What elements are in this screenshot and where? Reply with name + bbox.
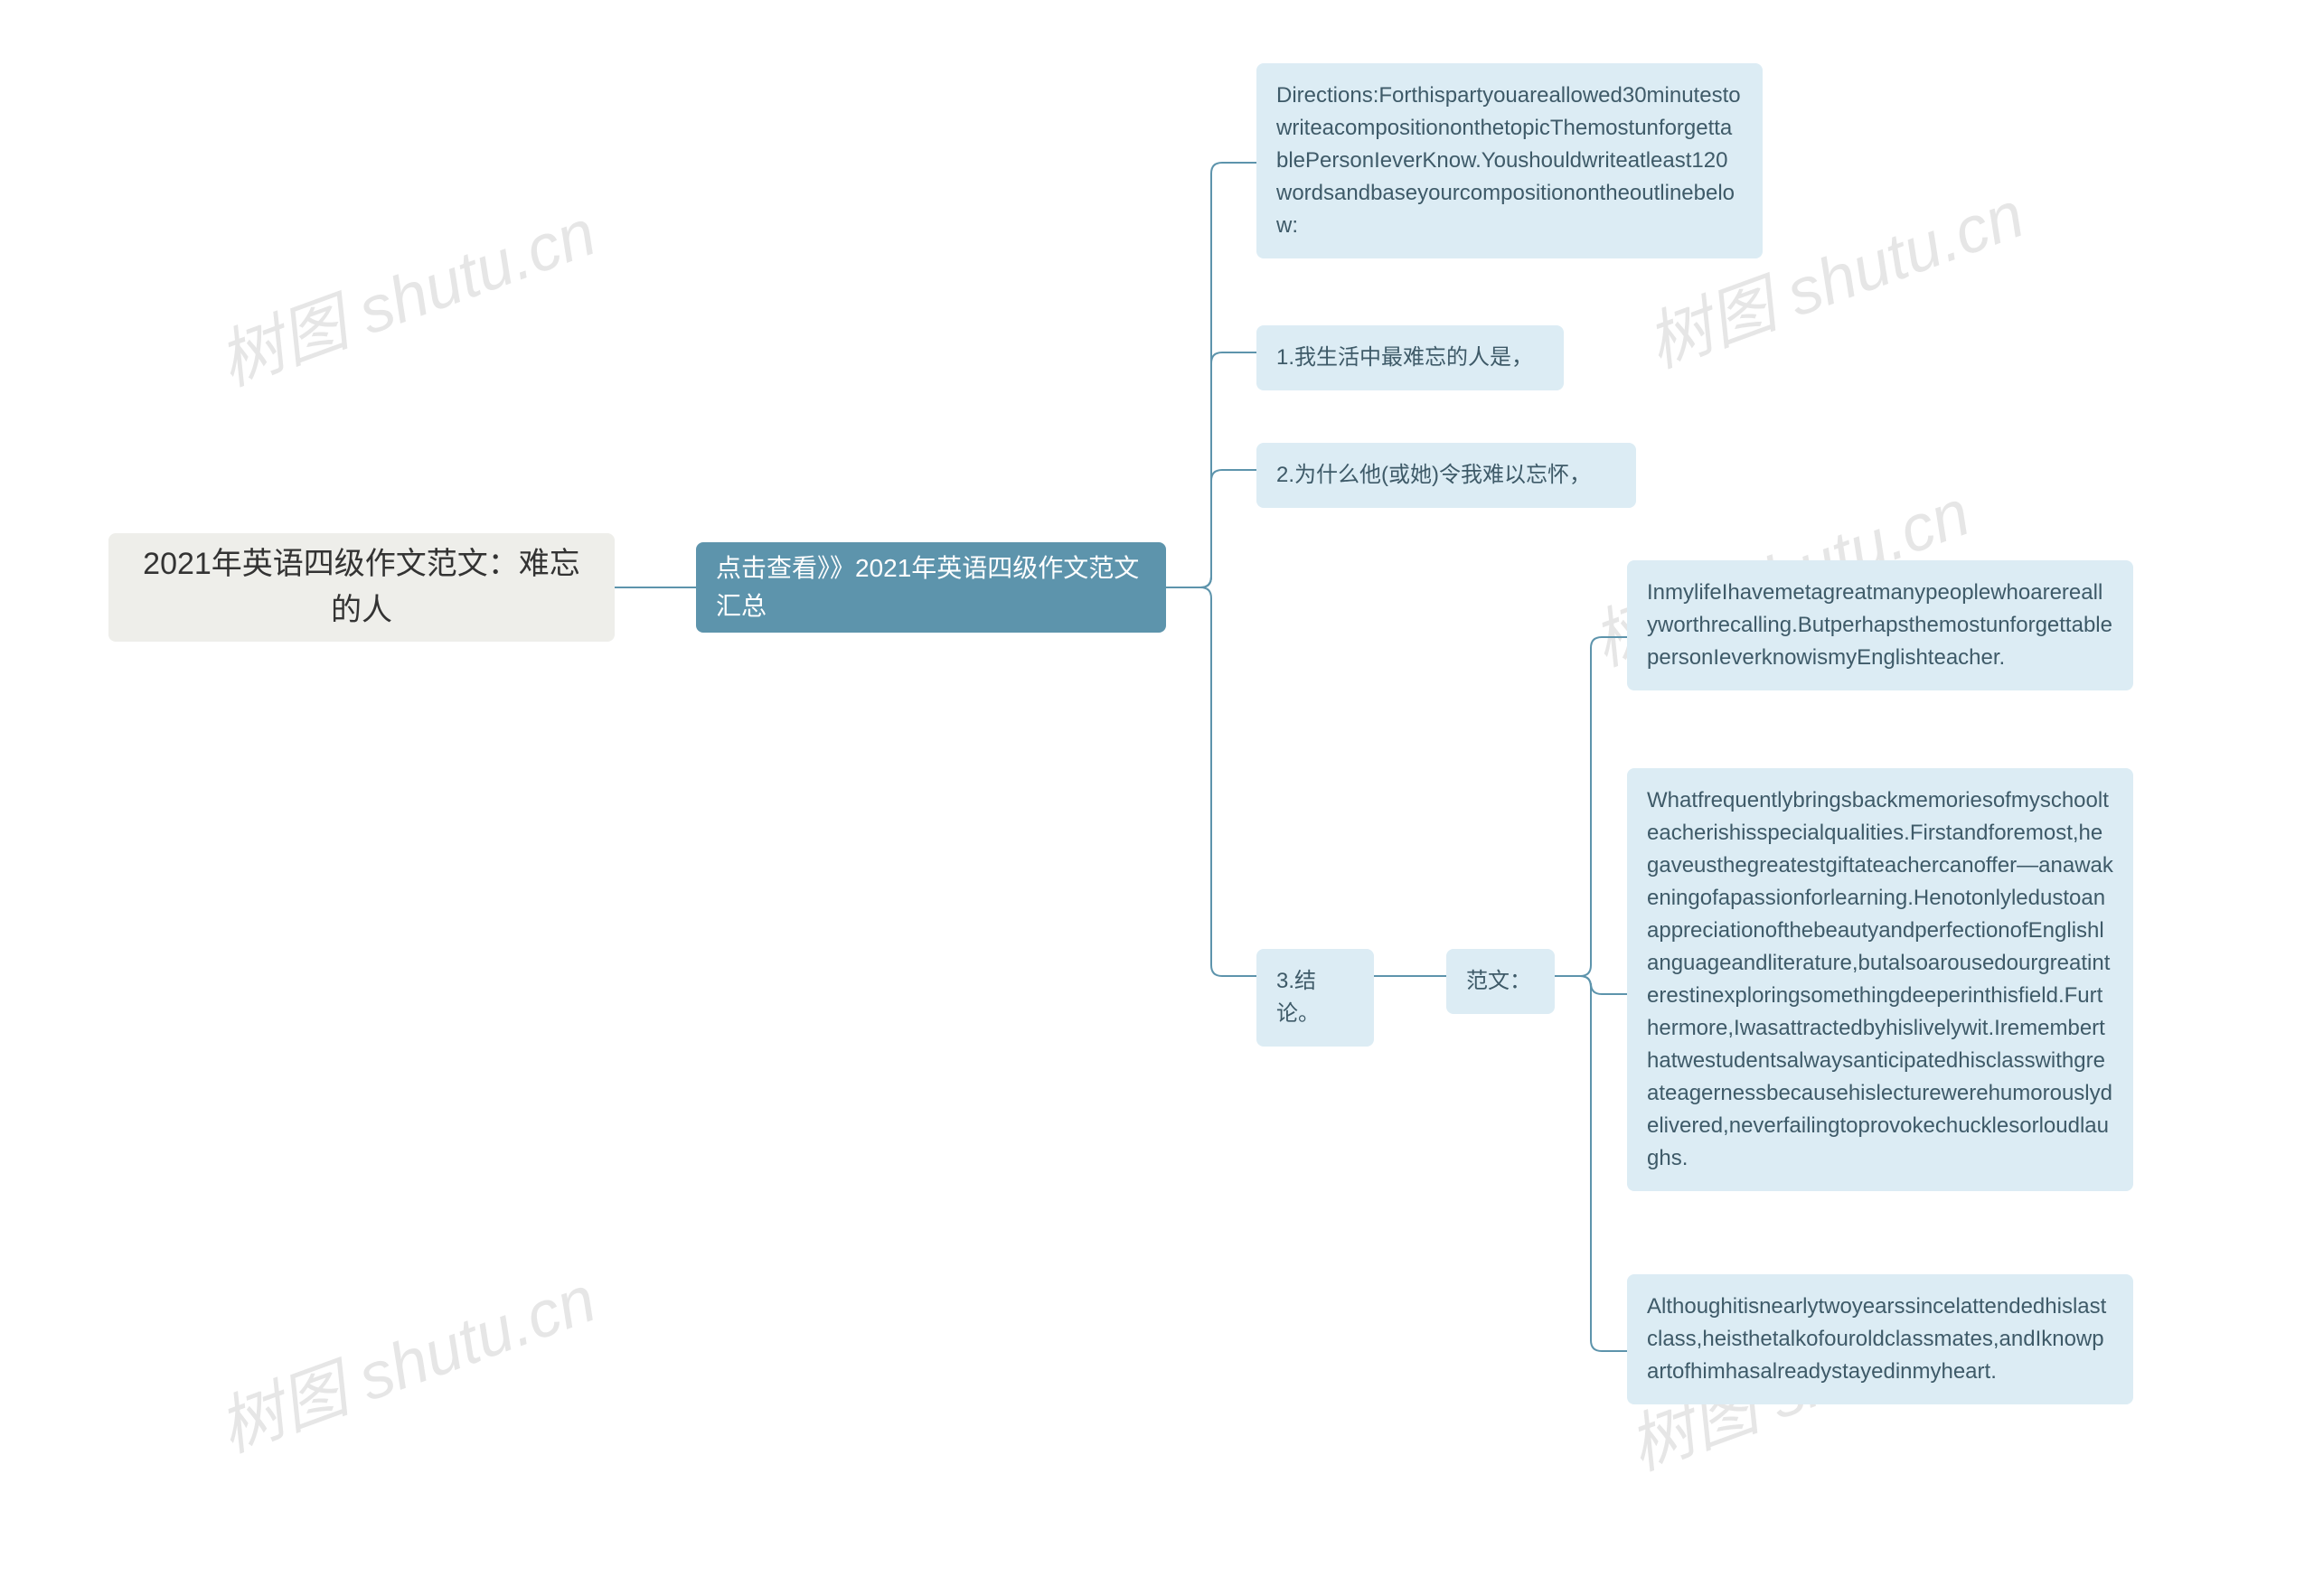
node-text: 3.结论。: [1276, 965, 1354, 1030]
child-node-point2: 2.为什么他(或她)令我难以忘怀，: [1256, 443, 1636, 508]
paragraph-node-2: Whatfrequentlybringsbackmemoriesofmyscho…: [1627, 768, 2133, 1191]
watermark: 树图 shutu.cn: [203, 180, 607, 404]
child-node-point1: 1.我生活中最难忘的人是，: [1256, 325, 1564, 390]
child-node-directions: Directions:Forthispartyouareallowed30min…: [1256, 63, 1763, 258]
node-text: Directions:Forthispartyouareallowed30min…: [1276, 80, 1743, 242]
node-text: InmylifeIhavemetagreatmanypeoplewhoarere…: [1647, 577, 2113, 674]
child-node-conclusion: 3.结论。: [1256, 949, 1374, 1047]
node-text: Whatfrequentlybringsbackmemoriesofmyscho…: [1647, 784, 2113, 1175]
paragraph-node-1: InmylifeIhavemetagreatmanypeoplewhoarere…: [1627, 560, 2133, 690]
root-text: 2021年英语四级作文范文：难忘的人: [128, 541, 595, 634]
watermark: 树图 shutu.cn: [203, 1246, 607, 1470]
node-text: 范文：: [1466, 965, 1531, 998]
level1-text: 点击查看》》2021年英语四级作文范文汇总: [716, 549, 1146, 625]
node-text: 1.我生活中最难忘的人是，: [1276, 342, 1533, 374]
level1-node: 点击查看》》2021年英语四级作文范文汇总: [696, 542, 1166, 633]
node-text: Althoughitisnearlytwoyearssincelattended…: [1647, 1291, 2113, 1388]
child-node-sample: 范文：: [1446, 949, 1555, 1014]
root-node: 2021年英语四级作文范文：难忘的人: [108, 533, 615, 642]
paragraph-node-3: Althoughitisnearlytwoyearssincelattended…: [1627, 1274, 2133, 1404]
node-text: 2.为什么他(或她)令我难以忘怀，: [1276, 459, 1591, 492]
